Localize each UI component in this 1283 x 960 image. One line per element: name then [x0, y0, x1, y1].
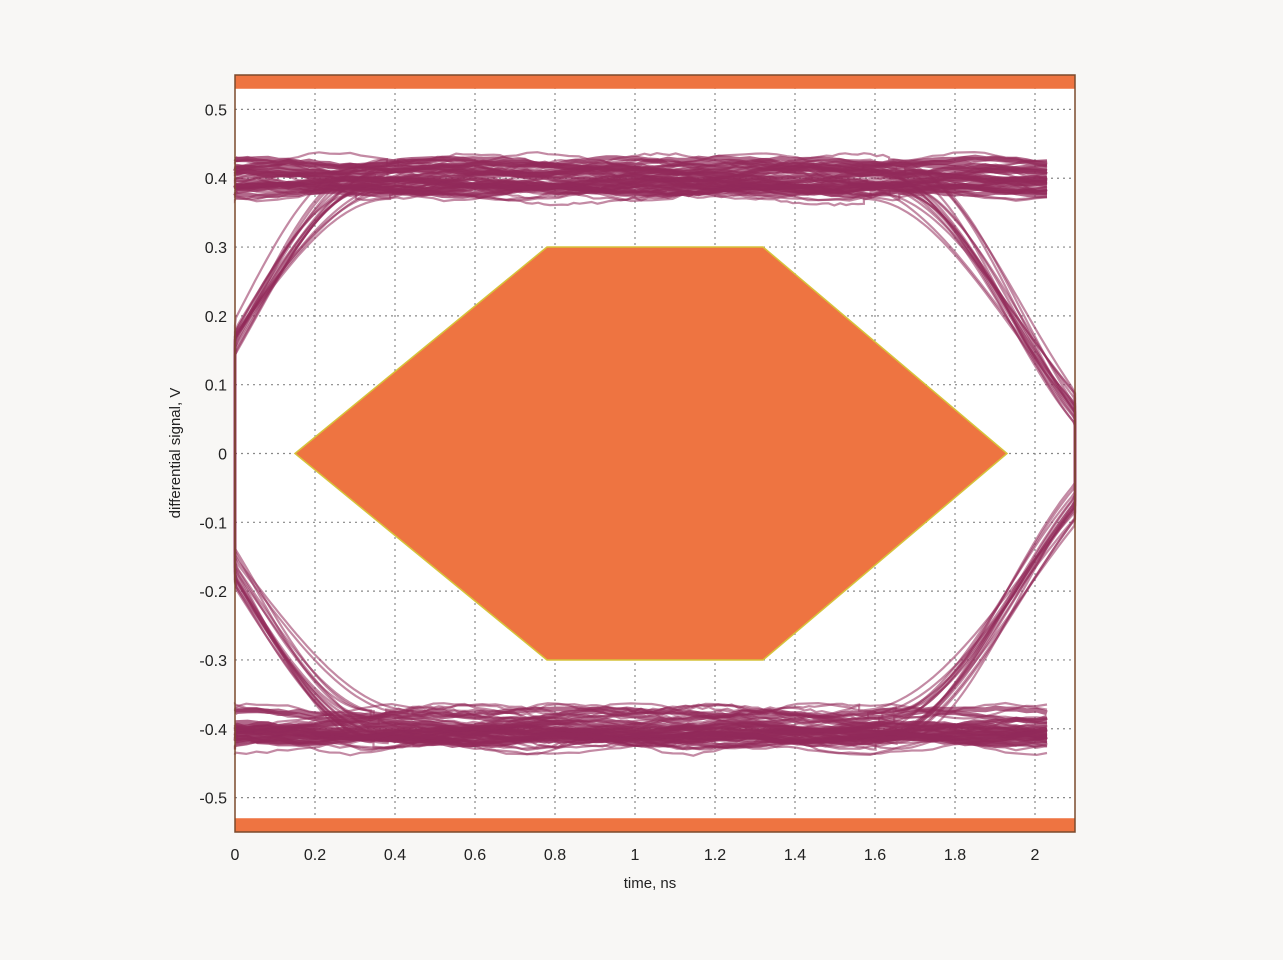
y-tick-label: 0.2 [205, 309, 227, 326]
x-tick-label: 2 [1031, 847, 1040, 864]
y-tick-label: -0.1 [199, 515, 227, 532]
x-tick-label: 0.4 [384, 847, 406, 864]
eye-trace [234, 720, 1048, 737]
eye-trace [234, 179, 1048, 196]
eye-trace [235, 705, 1048, 721]
y-tick-label: 0.1 [205, 378, 227, 395]
eye-trace [234, 160, 1048, 176]
x-tick-labels: 0 0.2 0.4 0.6 0.8 1 1.2 1.4 1.6 1.8 2 [231, 847, 1040, 864]
lower-limit-band [235, 818, 1075, 832]
y-tick-labels: 0.5 0.4 0.3 0.2 0.1 0 -0.1 -0.2 -0.3 -0.4 -0.5 [199, 102, 227, 807]
y-tick-label: 0.5 [205, 102, 227, 119]
y-tick-label: 0.3 [205, 240, 227, 257]
x-tick-label: 1.4 [784, 847, 806, 864]
upper-limit-band [235, 75, 1075, 89]
x-axis-label: time, ns [624, 875, 677, 892]
eye-traces [232, 150, 1077, 757]
eye-mask [235, 75, 1075, 832]
y-tick-label: -0.5 [199, 791, 227, 808]
x-tick-label: 0.6 [464, 847, 486, 864]
x-tick-label: 1 [631, 847, 640, 864]
y-tick-label: 0.4 [205, 171, 227, 188]
eye-trace [233, 175, 1048, 192]
x-tick-label: 1.2 [704, 847, 726, 864]
x-tick-label: 0.8 [544, 847, 566, 864]
y-tick-label: -0.4 [199, 722, 227, 739]
y-tick-label: 0 [218, 447, 227, 464]
eye-trace [233, 730, 1048, 746]
y-axis-label: differential signal, V [167, 388, 184, 519]
x-tick-label: 1.8 [944, 847, 966, 864]
plot-frame [234, 74, 1076, 833]
eye-trace [233, 453, 1077, 719]
y-tick-label: -0.3 [199, 653, 227, 670]
x-tick-label: 0.2 [304, 847, 326, 864]
x-tick-label: 1.6 [864, 847, 886, 864]
mask-polygon [293, 246, 1009, 661]
x-tick-label: 0 [231, 847, 240, 864]
y-tick-label: -0.2 [199, 584, 227, 601]
eye-trace [233, 708, 1048, 724]
